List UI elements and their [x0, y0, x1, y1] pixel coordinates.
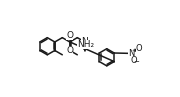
Text: −: −: [133, 59, 139, 65]
Text: +: +: [131, 48, 136, 53]
Text: N: N: [81, 37, 88, 46]
Text: O: O: [66, 31, 73, 40]
Text: NH₂: NH₂: [77, 40, 94, 49]
Text: O: O: [66, 46, 73, 55]
Text: N: N: [128, 49, 134, 58]
Text: O: O: [130, 56, 137, 65]
Text: O: O: [136, 44, 142, 53]
